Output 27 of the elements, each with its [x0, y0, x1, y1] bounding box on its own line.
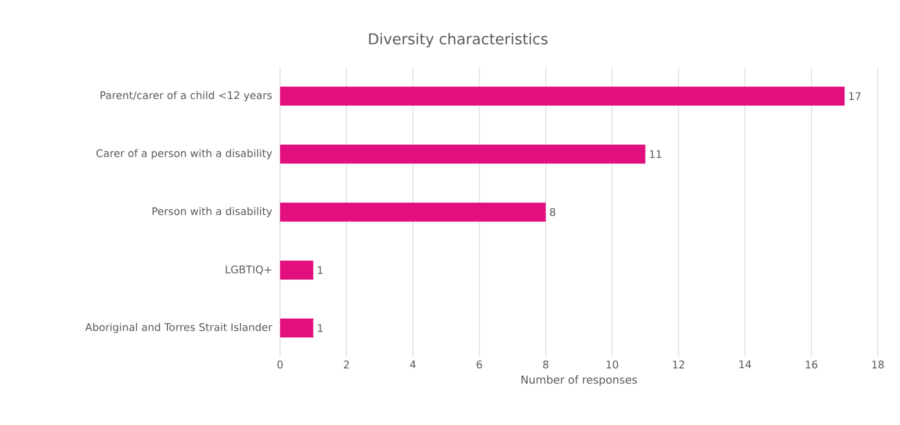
bar	[280, 202, 546, 222]
x-tick-label: 12	[673, 360, 684, 368]
bar	[280, 86, 845, 106]
data-label: 11	[650, 150, 662, 158]
bar	[280, 144, 646, 164]
bar	[280, 318, 314, 338]
y-tick-label: LGBTIQ+	[226, 265, 272, 275]
x-tick-label: 16	[806, 360, 818, 368]
y-tick-label: Person with a disability	[152, 206, 272, 218]
y-tick-label: Carer of a person with a disability	[96, 148, 272, 160]
x-axis-title: Number of responses	[522, 375, 637, 386]
x-tick-label: 6	[476, 360, 482, 368]
data-label: 17	[849, 92, 861, 100]
x-tick-label: 10	[606, 360, 618, 368]
x-tick-label: 8	[543, 360, 548, 368]
x-tick-label: 14	[739, 360, 752, 368]
x-tick-label: 18	[872, 360, 884, 368]
y-tick-label: Parent/carer of a child <12 years	[100, 91, 272, 102]
x-tick-label: 0	[277, 360, 283, 368]
bar	[280, 260, 314, 280]
x-tick-label: 4	[410, 360, 416, 368]
y-tick-label: Aboriginal and Torres Strait Islander	[85, 322, 272, 334]
data-label: 1	[318, 266, 322, 274]
data-label: 8	[550, 208, 556, 216]
data-label: 1	[318, 324, 322, 332]
chart-title: Diversity characteristics	[369, 32, 548, 48]
x-tick-label: 2	[344, 360, 349, 368]
